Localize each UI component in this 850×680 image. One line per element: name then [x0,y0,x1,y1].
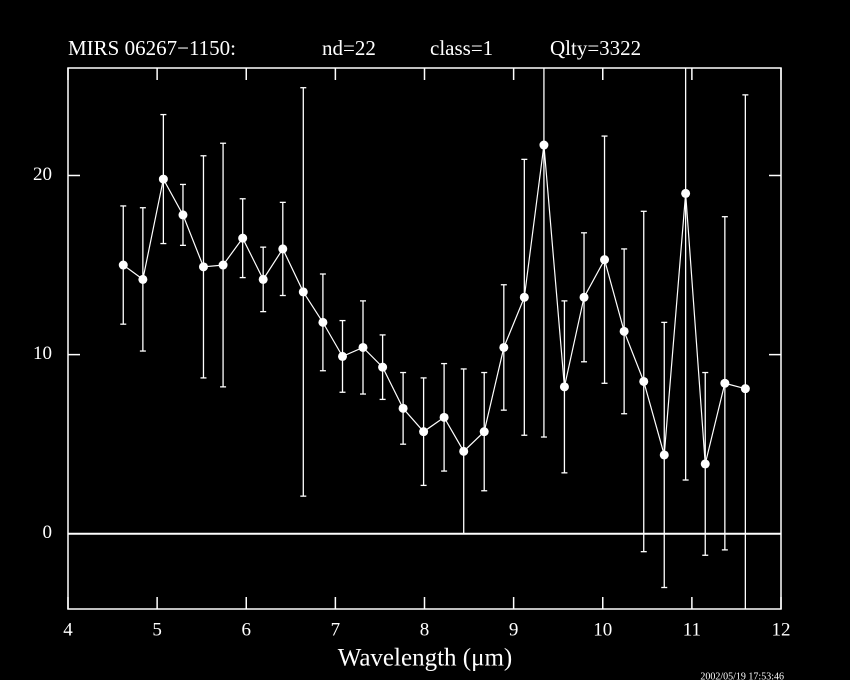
data-point [539,140,549,150]
data-point [278,244,288,254]
y-tick-label: 0 [43,522,53,543]
data-point [258,274,268,284]
y-tick-label: 10 [33,343,52,364]
data-point [519,292,529,302]
x-tick-label: 7 [331,619,341,640]
data-point [358,342,368,352]
data-point [659,450,669,460]
data-point [118,260,128,270]
x-tick-label: 9 [509,619,519,640]
data-point [619,326,629,336]
x-tick-label: 6 [242,619,252,640]
data-point [559,382,569,392]
data-point [479,427,489,437]
plot-area [118,68,750,609]
data-point [639,376,649,386]
data-point [419,427,429,437]
data-line [122,144,746,465]
x-tick-label: 8 [420,619,430,640]
x-tick-label: 12 [772,619,791,640]
data-point [740,384,750,394]
data-point [178,210,188,220]
data-point [439,412,449,422]
data-point [318,317,328,327]
data-point [198,262,208,272]
title-part: Qlty=3322 [550,36,641,60]
data-point [298,287,308,297]
y-tick-label: 20 [33,164,52,185]
title-part: MIRS 06267−1150: [68,36,236,60]
title-part: class=1 [430,36,493,60]
data-point [378,362,388,372]
data-point [579,292,589,302]
data-point [459,446,469,456]
data-point [398,403,408,413]
data-point [600,255,610,265]
data-point [138,274,148,284]
x-tick-label: 11 [683,619,701,640]
x-tick-label: 5 [152,619,162,640]
x-tick-label: 4 [63,619,73,640]
title-part: nd=22 [322,36,376,60]
data-point [499,342,509,352]
data-point [238,233,248,243]
data-point [720,378,730,388]
data-point [158,174,168,184]
x-tick-label: 10 [593,619,612,640]
x-axis-label: Wavelength (μm) [338,645,513,672]
data-point [681,188,691,198]
data-point [700,459,710,469]
data-point [338,351,348,361]
timestamp: 2002/05/19 17:53:46 [700,671,784,680]
data-point [218,260,228,270]
